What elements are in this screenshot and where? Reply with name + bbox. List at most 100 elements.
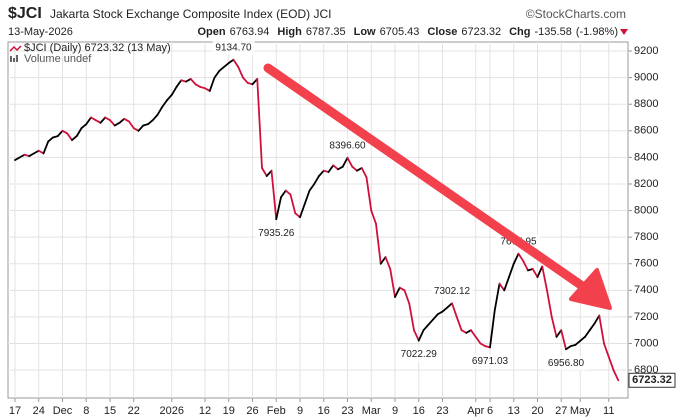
line-segment <box>574 339 582 346</box>
value-label-bg <box>469 354 511 369</box>
line-segment <box>455 316 463 332</box>
value-label-group: 9134.70 <box>212 40 255 55</box>
y-tick-label: 9000 <box>634 72 658 84</box>
value-label-bg <box>326 138 369 153</box>
x-tick-label: 6 <box>487 405 493 417</box>
x-tick-label: 8 <box>83 405 89 417</box>
stat-label: Low <box>354 26 376 38</box>
volume-icon <box>10 55 18 62</box>
line-segment <box>109 119 116 127</box>
line-segment <box>237 66 244 79</box>
x-tick-label: Dec <box>53 405 73 417</box>
line-segment <box>261 167 268 177</box>
value-label-group: 7022.29 <box>397 347 440 362</box>
value-label: 6956.80 <box>548 358 585 369</box>
value-label: 7935.26 <box>258 228 295 239</box>
line-segment <box>550 316 558 338</box>
stat-label: High <box>277 26 302 38</box>
line-segment <box>351 165 358 172</box>
legend-icon <box>9 45 22 52</box>
x-tick-label: 23 <box>436 405 448 417</box>
line-segment <box>531 268 539 278</box>
y-tick-label: 8200 <box>634 178 658 190</box>
x-tick-label: 22 <box>128 405 140 417</box>
line-segment <box>151 113 159 122</box>
arrow-shaft <box>263 63 593 295</box>
x-tick-label: 2026 <box>160 405 184 417</box>
line-segment <box>42 140 50 155</box>
line-segment <box>33 149 40 155</box>
x-tick-label: 26 <box>246 405 258 417</box>
line-segment <box>14 156 21 161</box>
line-segment <box>213 70 221 79</box>
line-segment <box>394 286 401 298</box>
x-tick-label: Feb <box>267 405 286 417</box>
line-segment <box>47 136 54 143</box>
change-pct: (-1.98%) <box>576 26 618 38</box>
value-label: 7022.29 <box>401 349 438 360</box>
line-segment <box>66 132 73 142</box>
x-tick-label: 9 <box>297 405 303 417</box>
line-segment <box>379 256 387 265</box>
value-label-bg <box>255 226 298 241</box>
value-label-group: 7935.26 <box>255 226 298 241</box>
value-label-group: 6956.80 <box>545 356 587 371</box>
value-label: 8396.60 <box>329 140 366 151</box>
line-segment <box>175 79 183 88</box>
line-segment <box>417 329 425 342</box>
line-segment <box>161 99 168 108</box>
line-segment <box>303 189 311 205</box>
line-segment <box>398 286 406 292</box>
line-segment <box>346 156 354 168</box>
line-segment <box>71 135 78 142</box>
line-segment <box>375 222 382 265</box>
stat-label: Open <box>198 26 226 38</box>
line-segment <box>584 329 591 338</box>
legend-text: $JCI (Daily) 6723.32 (13 May) <box>24 42 171 54</box>
line-segment <box>603 342 610 358</box>
y-tick-label: 8400 <box>634 151 658 163</box>
line-segment <box>441 306 449 313</box>
line-segment <box>75 127 83 138</box>
line-segment <box>313 175 320 185</box>
line-segment <box>508 262 515 278</box>
y-tick-label: 7000 <box>634 337 658 349</box>
y-tick-label: 7600 <box>634 258 658 270</box>
line-segment <box>123 117 130 123</box>
line-segment <box>436 310 444 316</box>
chart-title: Jakarta Stock Exchange Composite Index (… <box>50 7 331 21</box>
line-segment <box>593 314 601 325</box>
line-segment <box>223 62 230 68</box>
value-label-bg <box>212 40 255 55</box>
x-tick-label: 19 <box>223 405 235 417</box>
stats: Open 6763.94 High 6787.35 Low 6705.43 Close 672… <box>198 26 619 38</box>
value-label: 6971.03 <box>472 356 509 367</box>
line-segment <box>166 94 173 102</box>
stat-value: 6723.32 <box>461 26 501 38</box>
y-tick-label: 7400 <box>634 284 658 296</box>
x-tick-label: 24 <box>33 405 45 417</box>
x-tick-label: 17 <box>9 405 21 417</box>
line-segment <box>489 309 496 349</box>
line-segment <box>299 203 306 219</box>
line-segment <box>137 124 145 132</box>
date: 13-May-2026 <box>8 26 73 38</box>
line-segment <box>370 209 377 225</box>
line-segment <box>341 156 349 168</box>
line-segment <box>270 169 278 221</box>
x-tick-label: Apr <box>467 405 484 417</box>
line-segment <box>546 289 553 318</box>
line-segment <box>565 345 572 351</box>
line-segment <box>408 302 415 332</box>
line-segment <box>498 282 506 292</box>
stat-value: 6787.35 <box>306 26 346 38</box>
line-segment <box>227 58 235 64</box>
source: ©StockCharts.com <box>526 7 626 21</box>
line-segment <box>503 276 510 292</box>
line-segment <box>427 318 434 326</box>
line-segment <box>289 193 297 215</box>
line-segment <box>517 252 525 262</box>
x-tick-label: 20 <box>531 405 543 417</box>
line-segment <box>189 78 197 86</box>
